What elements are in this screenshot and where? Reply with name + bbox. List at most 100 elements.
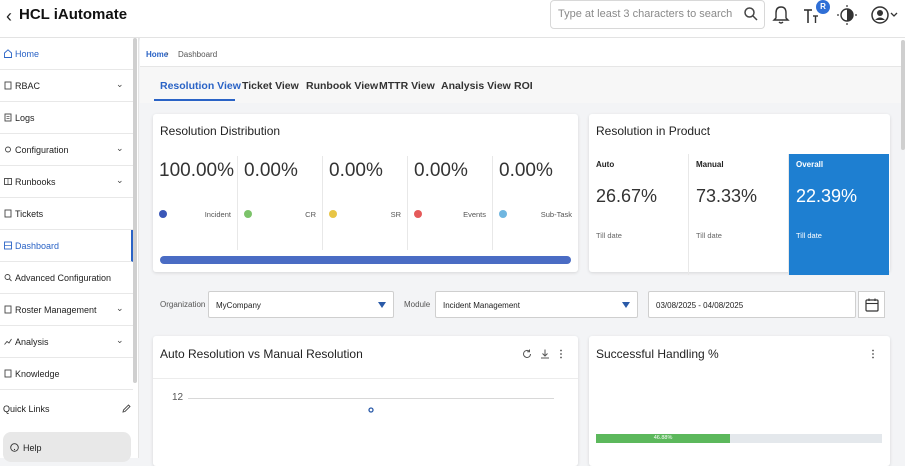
metric-value: 0.00% — [329, 160, 383, 181]
metric-incident: 100.00% Incident — [153, 156, 238, 250]
calendar-button[interactable] — [858, 291, 885, 318]
tab-roi[interactable]: ROI — [514, 80, 533, 92]
card-divider — [153, 378, 578, 379]
module-value: Incident Management — [443, 301, 520, 310]
tab-analysis-view[interactable]: Analysis View — [441, 80, 511, 92]
handling-bar-label: 46.88% — [653, 435, 673, 441]
top-bar: ‹ HCL iAutomate Type at least 3 characte… — [0, 0, 905, 38]
organization-value: MyCompany — [216, 301, 261, 310]
card-title: Auto Resolution vs Manual Resolution — [160, 347, 363, 361]
product-manual: Manual 73.33% Till date — [689, 154, 789, 275]
tab-ticket-view[interactable]: Ticket View — [242, 80, 299, 92]
sidebar-item-rbac[interactable]: RBAC ⌄ — [0, 70, 133, 102]
successful-handling-card: Successful Handling % 46.88% — [589, 336, 890, 466]
theme-toggle-icon[interactable] — [836, 4, 858, 26]
advanced-config-icon — [4, 274, 12, 282]
sidebar-item-advanced-configuration[interactable]: Advanced Configuration — [0, 262, 133, 294]
resolution-in-product-card: Resolution in Product Auto 26.67% Till d… — [589, 114, 890, 275]
breadcrumb: Home › Dashboard — [140, 38, 905, 67]
sidebar-item-label: Runbooks — [15, 177, 56, 187]
search-input[interactable]: Type at least 3 characters to search — [558, 8, 733, 20]
knowledge-icon — [4, 369, 12, 378]
product-sub: Till date — [696, 231, 722, 240]
sidebar: Home RBAC ⌄ Logs Configuration ⌄ Runbook… — [0, 38, 139, 462]
tickets-icon — [4, 209, 12, 218]
sidebar-item-label: Tickets — [15, 209, 44, 219]
chevron-down-icon[interactable]: ⌄ — [116, 335, 124, 345]
product-label: Overall — [796, 160, 824, 169]
chevron-down-icon[interactable]: ⌄ — [116, 175, 124, 185]
module-select[interactable]: Incident Management — [435, 291, 638, 318]
filter-bar: Organization MyCompany Module Incident M… — [152, 288, 892, 322]
product-auto: Auto 26.67% Till date — [589, 154, 689, 275]
breadcrumb-current: Dashboard — [178, 50, 218, 59]
metric-value: 100.00% — [159, 160, 235, 181]
tab-resolution-view[interactable]: Resolution View — [160, 80, 241, 92]
card-title: Successful Handling % — [596, 347, 719, 361]
organization-select[interactable]: MyCompany — [208, 291, 394, 318]
date-range-input[interactable]: 03/08/2025 - 04/08/2025 — [648, 291, 856, 318]
legend-dot — [414, 210, 422, 218]
sidebar-item-home[interactable]: Home — [0, 38, 133, 70]
chevron-down-icon[interactable]: ⌄ — [116, 143, 124, 153]
help-label: Help — [23, 443, 42, 453]
sidebar-item-label: Analysis — [15, 337, 49, 347]
metric-value: 0.00% — [414, 160, 468, 181]
sidebar-item-configuration[interactable]: Configuration ⌄ — [0, 134, 133, 166]
sidebar-item-runbooks[interactable]: Runbooks ⌄ — [0, 166, 133, 198]
product-sub: Till date — [796, 231, 822, 240]
tab-mttr-view[interactable]: MTTR View — [379, 80, 435, 92]
chevron-down-icon[interactable]: ⌄ — [116, 303, 124, 313]
configuration-icon — [5, 146, 11, 153]
grid-line — [188, 398, 554, 399]
metric-value: 0.00% — [499, 160, 553, 181]
sidebar-scrollbar[interactable] — [133, 38, 137, 383]
text-size-icon[interactable] — [802, 7, 820, 25]
help-button[interactable]: Help — [3, 432, 131, 462]
user-avatar-icon[interactable] — [870, 4, 900, 26]
sidebar-item-tickets[interactable]: Tickets — [0, 198, 133, 230]
sidebar-item-knowledge[interactable]: Knowledge — [0, 358, 133, 390]
sidebar-item-label: Logs — [15, 113, 35, 123]
download-icon[interactable] — [540, 349, 550, 359]
legend-dot — [329, 210, 337, 218]
more-options-icon[interactable] — [870, 349, 876, 359]
rbac-icon — [4, 81, 12, 90]
dropdown-arrow-icon[interactable] — [378, 302, 386, 308]
auto-vs-manual-card: Auto Resolution vs Manual Resolution 12 — [153, 336, 578, 466]
help-icon — [10, 443, 19, 452]
sidebar-item-label: RBAC — [15, 81, 41, 91]
search-icon[interactable] — [743, 6, 759, 22]
sidebar-item-logs[interactable]: Logs — [0, 102, 133, 134]
product-value: 26.67% — [596, 186, 658, 206]
edit-pencil-icon[interactable] — [122, 404, 131, 413]
quick-links[interactable]: Quick Links — [0, 395, 133, 425]
refresh-icon[interactable] — [522, 349, 532, 359]
chevron-down-icon[interactable]: ⌄ — [116, 79, 124, 89]
legend-dot — [159, 210, 167, 218]
app-title: HCL iAutomate — [19, 6, 128, 23]
product-value: 73.33% — [696, 186, 758, 206]
sidebar-item-roster-management[interactable]: Roster Management ⌄ — [0, 294, 133, 326]
search-box[interactable]: Type at least 3 characters to search — [550, 0, 765, 29]
calendar-icon — [865, 298, 879, 312]
legend-dot — [244, 210, 252, 218]
product-label: Manual — [696, 160, 724, 169]
more-options-icon[interactable] — [558, 349, 564, 359]
dropdown-arrow-icon[interactable] — [622, 302, 630, 308]
sidebar-item-dashboard[interactable]: Dashboard — [0, 230, 133, 262]
card-title: Resolution in Product — [596, 124, 711, 138]
data-point[interactable] — [368, 407, 374, 413]
dashboard-icon — [4, 241, 12, 250]
metric-value: 0.00% — [244, 160, 298, 181]
sidebar-item-analysis[interactable]: Analysis ⌄ — [0, 326, 133, 358]
metric-label: Incident — [204, 210, 231, 219]
card-title: Resolution Distribution — [160, 124, 281, 138]
main-content: Home › Dashboard Resolution View Ticket … — [140, 38, 905, 466]
product-sub: Till date — [596, 231, 622, 240]
bell-icon[interactable] — [771, 4, 791, 26]
breadcrumb-home[interactable]: Home — [146, 50, 169, 59]
back-arrow-icon[interactable]: ‹ — [6, 6, 12, 26]
tab-runbook-view[interactable]: Runbook View — [306, 80, 379, 92]
page-scrollbar[interactable] — [901, 40, 905, 150]
